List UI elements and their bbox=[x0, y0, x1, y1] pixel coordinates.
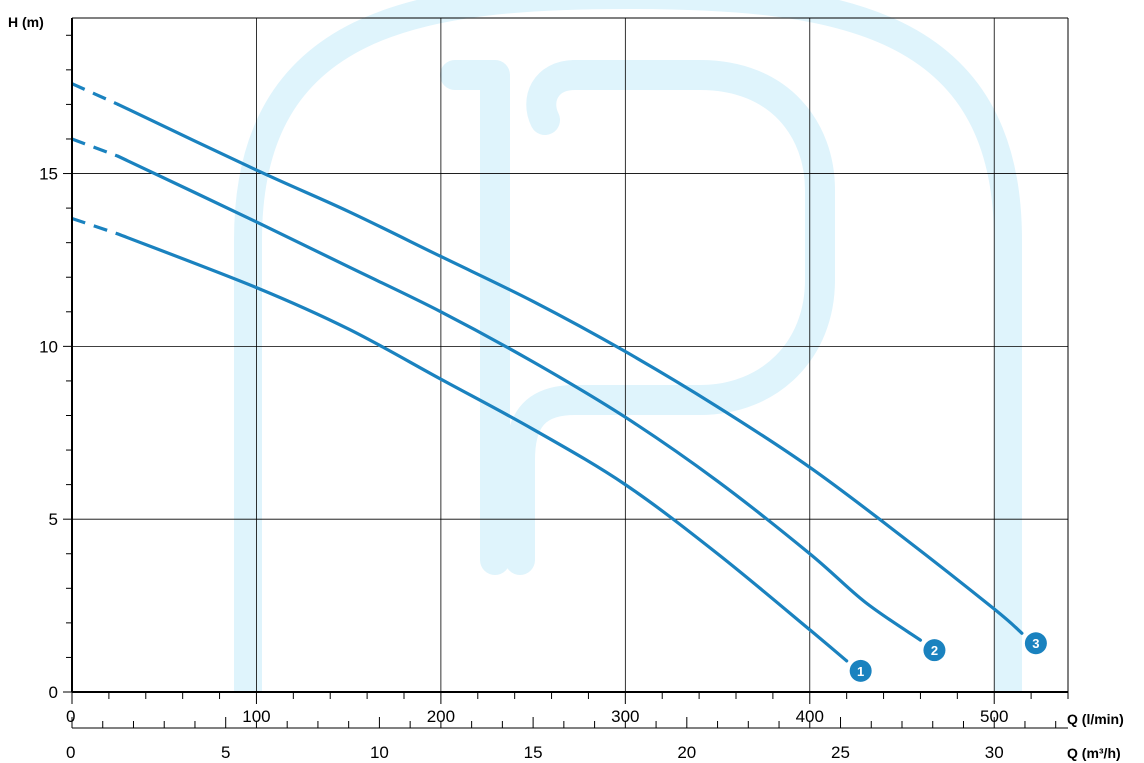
series-1-marker-label: 1 bbox=[857, 664, 864, 679]
y-tick-label: 5 bbox=[49, 510, 58, 529]
series-2-dashed bbox=[71, 137, 119, 158]
x-tick-label: 300 bbox=[611, 707, 639, 726]
x-secondary-tick-label: 20 bbox=[677, 743, 696, 762]
x-tick-label: 0 bbox=[66, 707, 75, 726]
x-secondary-tick-label: 10 bbox=[370, 743, 389, 762]
watermark-bowl bbox=[505, 60, 835, 575]
series-3-dashed bbox=[71, 82, 119, 106]
x-tick-label: 200 bbox=[427, 707, 455, 726]
x-secondary-tick-label: 0 bbox=[66, 743, 75, 762]
grid-lines bbox=[72, 17, 1069, 692]
series-3-marker-label: 3 bbox=[1032, 636, 1039, 651]
series-3-marker bbox=[1024, 632, 1047, 655]
y-axis-title: H (m) bbox=[8, 14, 44, 30]
x-tick-label: 500 bbox=[980, 707, 1008, 726]
series-1-line bbox=[116, 232, 849, 663]
watermark-logo bbox=[234, 0, 1022, 692]
x-tick-label: 400 bbox=[796, 707, 824, 726]
x-secondary-tick-label: 5 bbox=[221, 743, 230, 762]
x-secondary-tick-label: 15 bbox=[524, 743, 543, 762]
tick-labels: 0 5 10 15 0 100 200 300 400 500 0 5 10 15 20 25 30 bbox=[39, 165, 1008, 762]
x-secondary-tick-label: 30 bbox=[985, 743, 1004, 762]
y-tick-label: 15 bbox=[39, 165, 58, 184]
series-curves: 1 2 3 bbox=[71, 82, 1047, 682]
watermark-stem bbox=[440, 60, 510, 575]
series-1-dashed bbox=[71, 216, 119, 236]
x-tick-label: 100 bbox=[242, 707, 270, 726]
series-2-line bbox=[116, 154, 923, 642]
x-axis-secondary-title: Q (m³/h) bbox=[1067, 745, 1121, 761]
series-3-line bbox=[116, 102, 1024, 635]
watermark-outer-arch bbox=[234, 0, 1022, 692]
series-2-marker-label: 2 bbox=[931, 643, 938, 658]
y-tick-label: 0 bbox=[49, 683, 58, 702]
watermark-hook bbox=[526, 60, 590, 135]
axes bbox=[63, 18, 1069, 729]
series-1-marker bbox=[849, 659, 872, 682]
series-2-marker bbox=[923, 639, 946, 662]
x-axis-title: Q (l/min) bbox=[1067, 711, 1124, 727]
y-tick-label: 10 bbox=[39, 337, 58, 356]
x-secondary-tick-label: 25 bbox=[831, 743, 850, 762]
